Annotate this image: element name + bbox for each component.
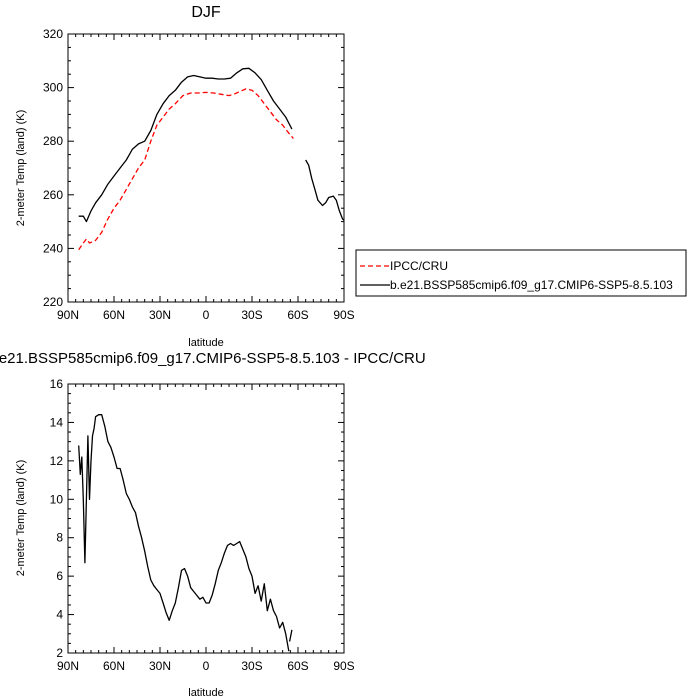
bottom-y-tick-label: 4 [56,608,63,622]
bottom-plot-frame [67,383,345,654]
top-y-tick-label: 220 [43,295,63,309]
top-x-tick-label: 90N [57,308,79,322]
bottom-plot-area: 90N 60N 30N 0 30S 60S 90S 2 4 6 8 10 12 14 16 [50,377,355,673]
bottom-chart-title: b.e21.BSSP585cmip6.f09_g17.CMIP6-SSP5-8.… [0,350,426,367]
top-y-axis-label: 2-meter Temp (land) (K) [15,110,27,227]
bottom-y-tick-label: 10 [50,492,64,506]
bottom-x-tick-label: 60N [103,659,125,673]
top-y-tick-label: 240 [43,241,63,255]
top-series-1-line [78,67,293,223]
bottom-y-tick-label: 12 [50,454,64,468]
bottom-y-tick-label: 2 [56,646,63,660]
top-plot-area: 90N 60N 30N 0 30S 60S 90S 220 240 260 280 300 320 [43,27,355,322]
bottom-panel: b.e21.BSSP585cmip6.f09_g17.CMIP6-SSP5-8.… [0,350,426,699]
top-series-1-line [305,159,345,221]
legend-box [355,249,687,297]
top-x-tick-label: 0 [203,308,210,322]
bottom-y-tick-label: 16 [50,377,64,391]
bottom-x-axis-label: latitude [188,687,223,699]
bottom-x-tick-label: 90S [333,659,354,673]
top-plot-frame [67,33,345,303]
top-y-tick-label: 300 [43,81,63,95]
top-series-0-line [78,88,294,251]
top-y-tick-label: 260 [43,188,63,202]
top-y-tick-label: 280 [43,134,63,148]
bottom-y-tick-label: 14 [50,415,64,429]
legend: IPCC/CRU b.e21.BSSP585cmip6.f09_g17.CMIP… [355,249,687,297]
bottom-y-tick-label: 6 [56,569,63,583]
bottom-x-tick-label: 30N [149,659,171,673]
top-panel: DJF 2-meter Temp (land) (K) latitude 90N… [15,4,355,349]
legend-label-ipcc-cru: IPCC/CRU [390,259,448,273]
bottom-x-tick-label: 30S [241,659,262,673]
top-x-tick-label: 30S [241,308,262,322]
bottom-x-tick-label: 60S [287,659,308,673]
top-x-tick-label: 60S [287,308,308,322]
legend-label-model: b.e21.BSSP585cmip6.f09_g17.CMIP6-SSP5-8.… [390,278,673,292]
bottom-y-axis-label: 2-meter Temp (land) (K) [15,460,27,577]
bottom-series-0-line [78,414,290,652]
bottom-x-tick-label: 0 [203,659,210,673]
top-x-tick-label: 60N [103,308,125,322]
top-x-tick-label: 90S [333,308,354,322]
top-y-tick-label: 320 [43,27,63,41]
top-x-axis-label: latitude [188,337,223,349]
bottom-x-tick-label: 90N [57,659,79,673]
top-chart-title: DJF [191,4,221,21]
top-x-tick-label: 30N [149,308,171,322]
bottom-y-tick-label: 8 [56,531,63,545]
bottom-series-0-line [288,629,293,642]
